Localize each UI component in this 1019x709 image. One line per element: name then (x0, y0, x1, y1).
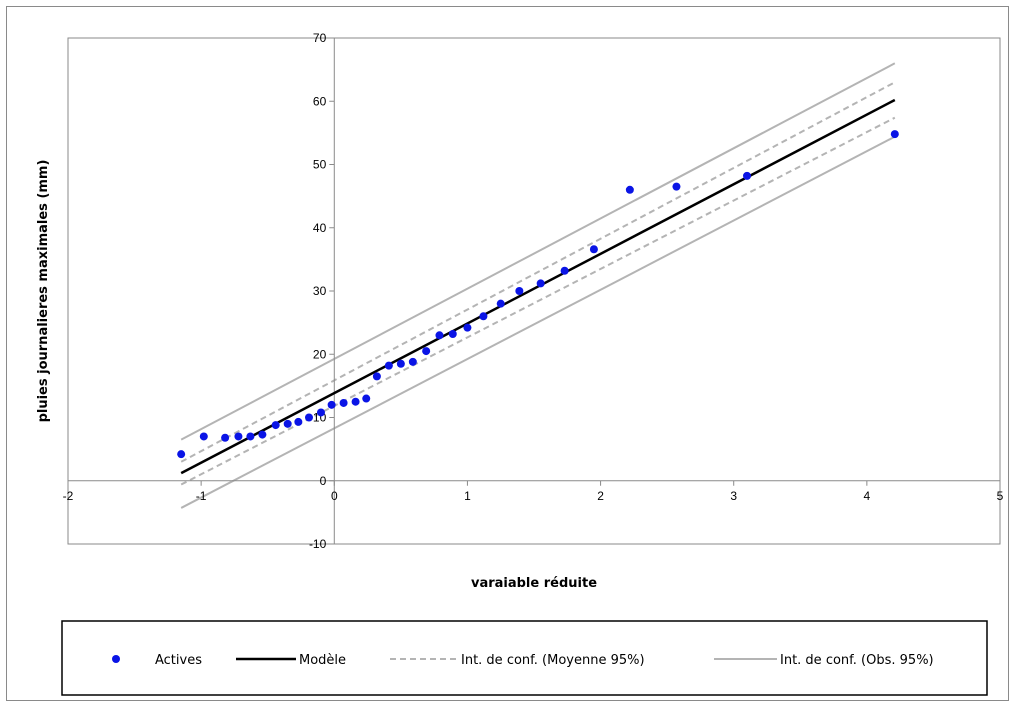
y-tick-label: 0 (320, 474, 327, 488)
data-point (463, 323, 472, 332)
data-point (384, 361, 393, 370)
data-point (560, 266, 569, 275)
ci-obs-lower-line (180, 135, 896, 509)
y-tick-label: 30 (313, 284, 327, 298)
y-tick-label: 50 (313, 158, 327, 172)
data-point (234, 432, 243, 441)
data-point (890, 130, 899, 139)
y-tick-label: 40 (313, 221, 327, 235)
data-points (177, 130, 899, 459)
legend-marker-actives (112, 655, 120, 663)
data-point (625, 185, 634, 194)
data-point (515, 287, 524, 295)
plot-area (67, 37, 1001, 545)
data-point (351, 397, 360, 406)
data-point (221, 433, 230, 442)
ci-mean-upper-line (180, 81, 896, 463)
data-point (258, 430, 267, 439)
data-point (496, 299, 505, 308)
data-point (199, 432, 208, 441)
model-line-group (180, 98, 896, 475)
data-point (177, 450, 186, 459)
legend-label-actives: Actives (155, 653, 202, 668)
data-point (422, 347, 431, 356)
y-tick-label: 60 (313, 94, 327, 108)
data-point (316, 408, 325, 417)
data-point (408, 357, 417, 366)
data-point (283, 419, 292, 428)
y-tick-label: 20 (313, 347, 327, 361)
y-axis-title: pluies journalieres maximales (mm) (36, 160, 51, 423)
chart-frame: -2 -1 0 1 2 3 4 5 -10 0 10 20 30 40 50 60 70 varaiable r… (6, 6, 1009, 701)
x-tick-label: 3 (730, 489, 737, 503)
data-point (743, 171, 752, 180)
data-point (362, 394, 371, 403)
data-point (479, 312, 488, 321)
data-point (327, 400, 336, 409)
data-point (536, 279, 545, 288)
x-tick-label: -1 (196, 489, 207, 503)
x-tick-label: -2 (63, 489, 74, 503)
y-tick-label: 70 (313, 31, 327, 45)
data-point (246, 432, 255, 441)
legend-label-ci-mean: Int. de conf. (Moyenne 95%) (461, 653, 645, 668)
x-tick-label: 1 (464, 489, 471, 503)
data-point (294, 417, 303, 426)
data-point (672, 182, 681, 191)
data-point (396, 359, 405, 368)
legend-entries: Actives Modèle Int. de conf. (Moyenne 95… (112, 653, 934, 668)
x-tick-label: 2 (597, 489, 604, 503)
y-tick-label: -10 (309, 537, 327, 551)
x-tick-label: 0 (331, 489, 338, 503)
legend-label-modele: Modèle (299, 653, 346, 668)
data-point (372, 372, 381, 381)
data-point (271, 421, 280, 430)
data-point (304, 413, 313, 422)
legend-label-ci-obs: Int. de conf. (Obs. 95%) (780, 653, 934, 668)
data-point (448, 330, 457, 339)
model-line (180, 98, 896, 475)
legend (61, 620, 988, 696)
data-point (589, 245, 598, 254)
x-tick-label: 5 (997, 489, 1004, 503)
data-point (435, 331, 444, 340)
ci-obs-upper-line (180, 62, 896, 441)
data-point (339, 398, 348, 407)
x-axis-title: varaiable réduite (471, 576, 597, 591)
x-tick-label: 4 (864, 489, 871, 503)
